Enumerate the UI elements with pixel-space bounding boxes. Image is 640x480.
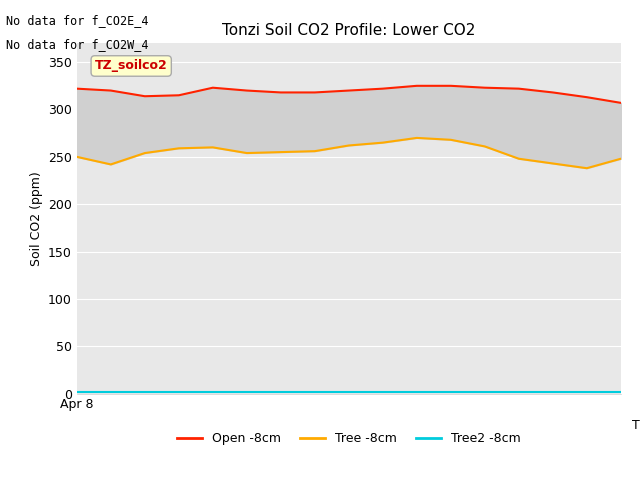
Text: TZ_soilco2: TZ_soilco2: [95, 60, 168, 72]
Text: No data for f_CO2W_4: No data for f_CO2W_4: [6, 38, 149, 51]
Text: No data for f_CO2E_4: No data for f_CO2E_4: [6, 14, 149, 27]
Title: Tonzi Soil CO2 Profile: Lower CO2: Tonzi Soil CO2 Profile: Lower CO2: [222, 23, 476, 38]
Text: Time: Time: [632, 419, 640, 432]
Legend: Open -8cm, Tree -8cm, Tree2 -8cm: Open -8cm, Tree -8cm, Tree2 -8cm: [172, 427, 525, 450]
Y-axis label: Soil CO2 (ppm): Soil CO2 (ppm): [29, 171, 42, 266]
